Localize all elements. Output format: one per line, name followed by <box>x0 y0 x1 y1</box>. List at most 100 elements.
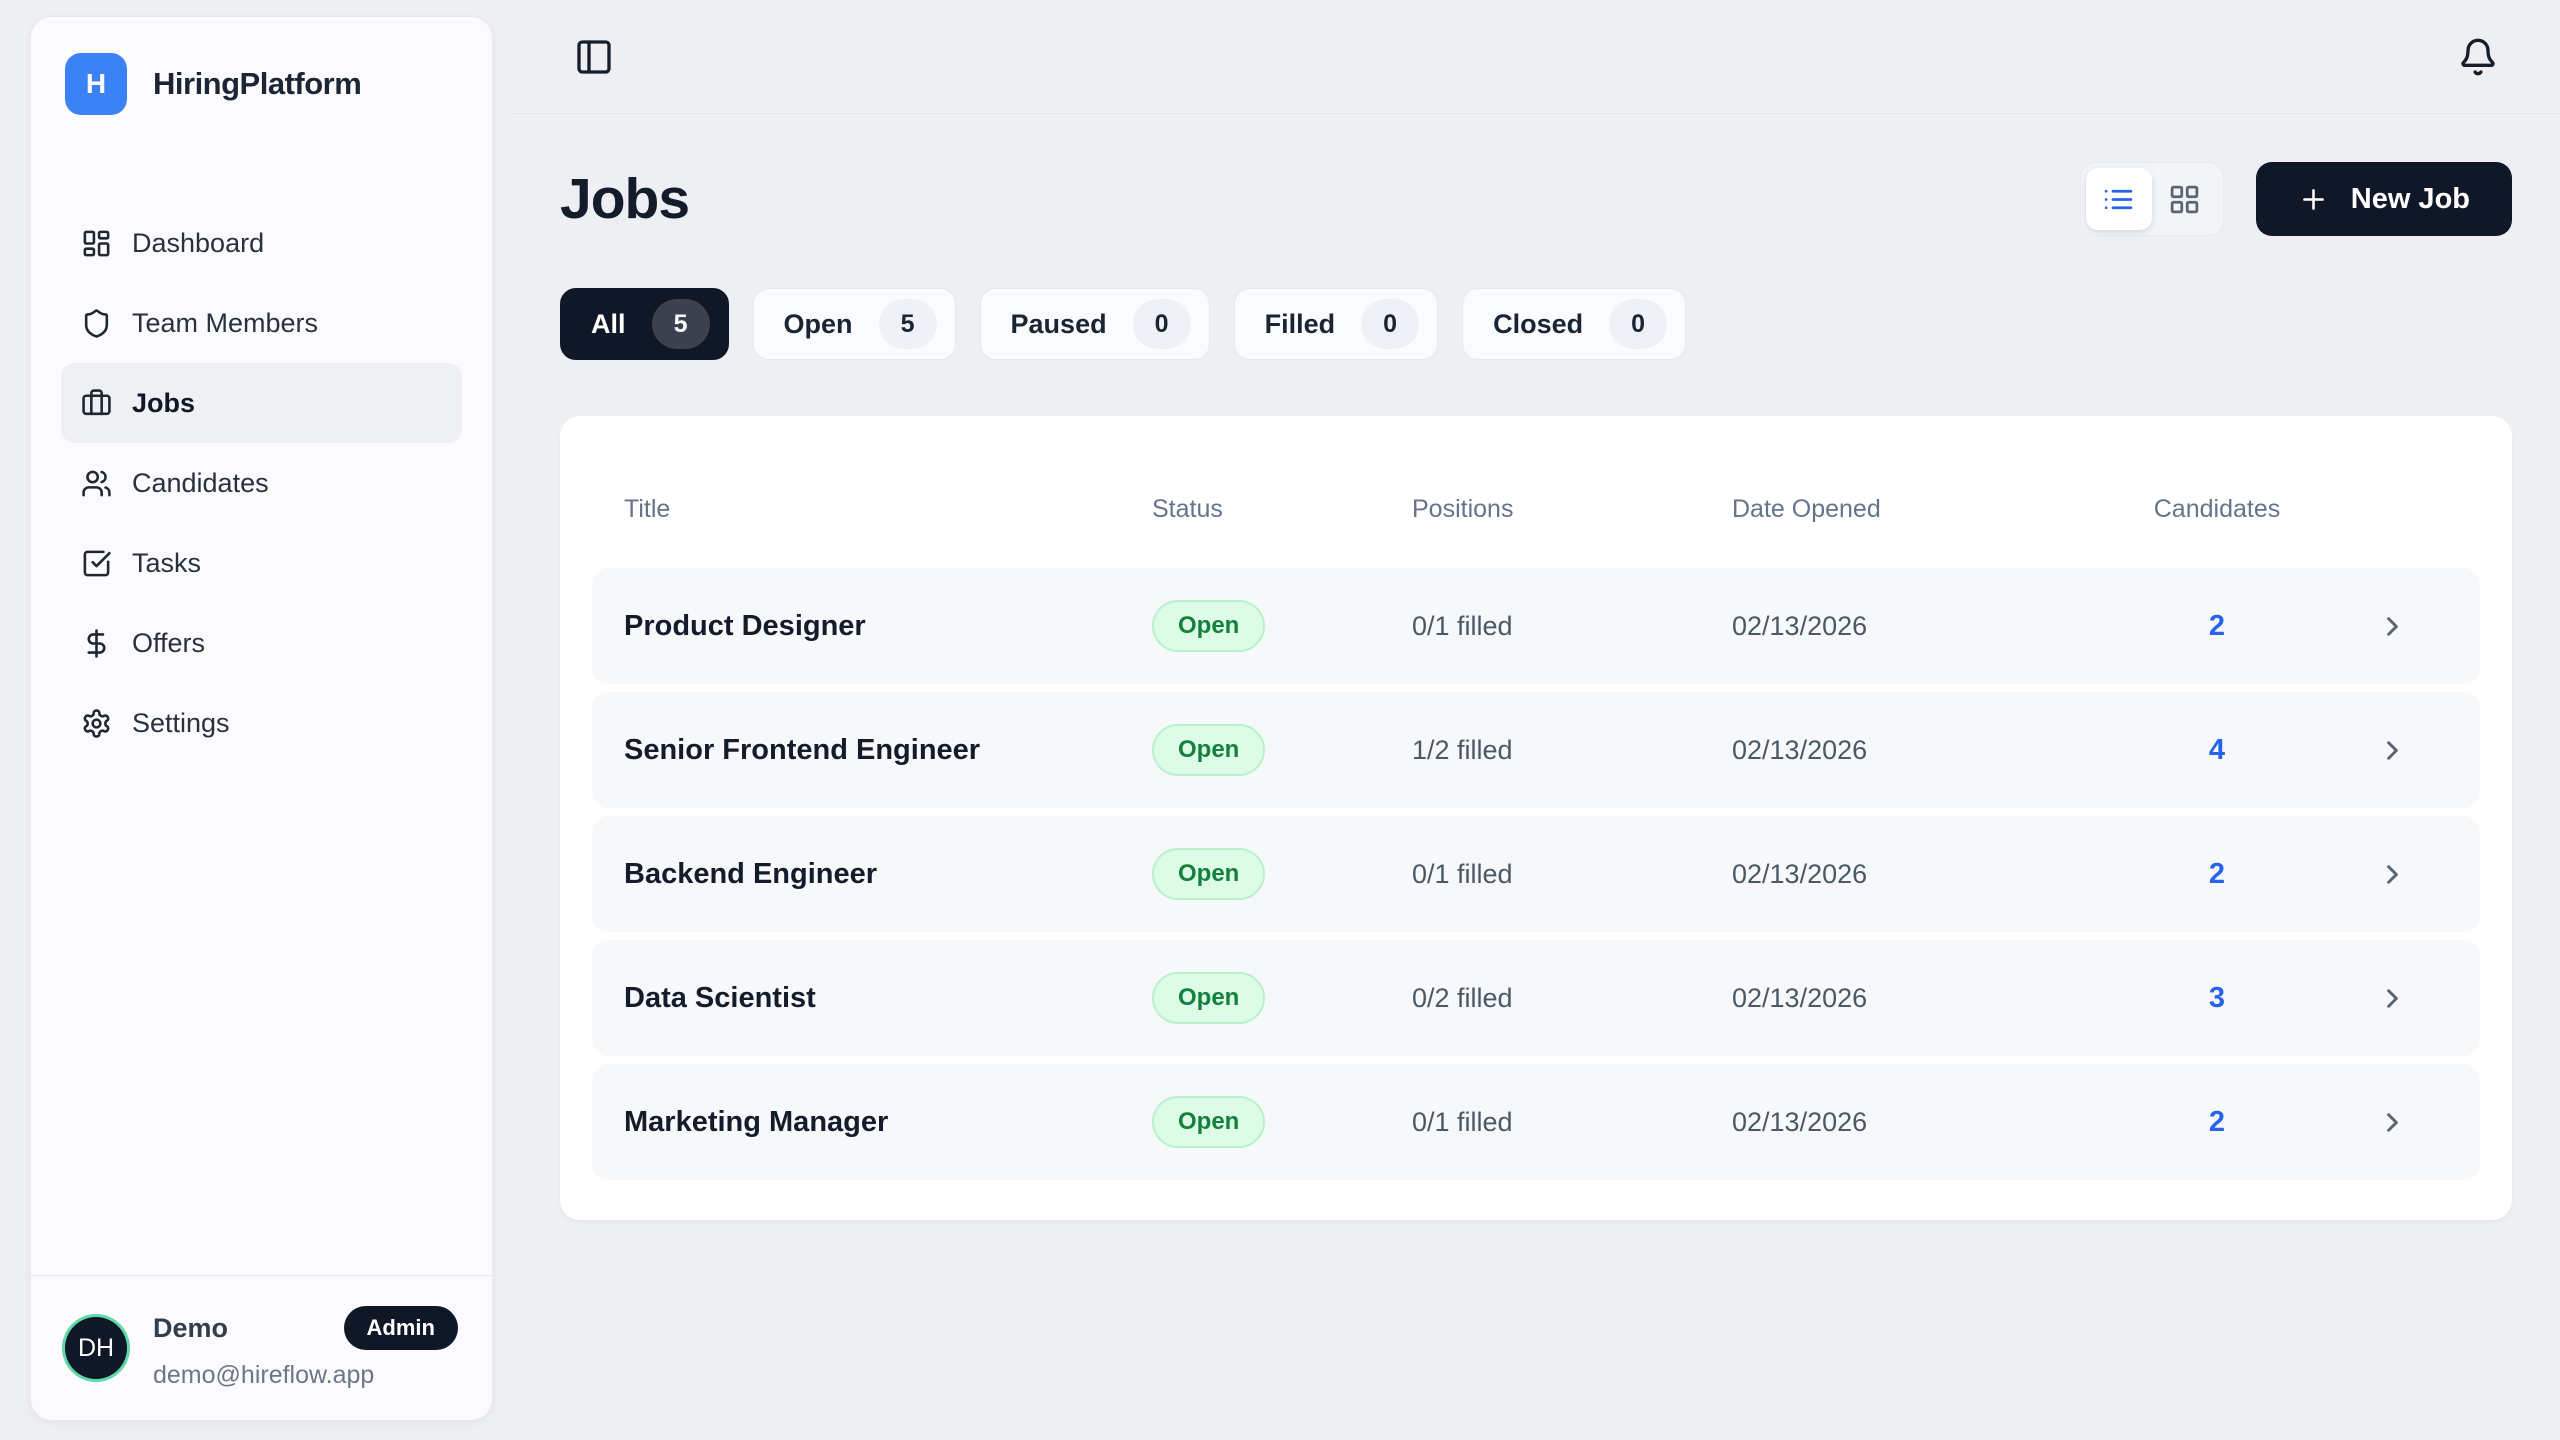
filter-count-badge: 0 <box>1609 299 1668 349</box>
jobs-table-card: Title Status Positions Date Opened Candi… <box>560 416 2512 1220</box>
table-row[interactable]: Backend Engineer Open 0/1 filled 02/13/2… <box>592 816 2480 932</box>
column-header-date-opened: Date Opened <box>1732 494 1881 523</box>
sidebar-toggle-button[interactable] <box>574 37 614 77</box>
sidebar-item-candidates[interactable]: Candidates <box>61 443 462 523</box>
check-square-icon <box>81 548 112 579</box>
main-area: Jobs New Job <box>512 0 2560 1440</box>
sidebar-nav: Dashboard Team Members Jobs Candidates <box>31 203 492 763</box>
sidebar-item-label: Candidates <box>132 467 269 498</box>
job-date-opened: 02/13/2026 <box>1732 982 1868 1013</box>
topbar <box>512 0 2560 114</box>
brand-logo-letter: H <box>85 68 107 99</box>
filter-tab-paused[interactable]: Paused 0 <box>979 288 1210 360</box>
grid-view-button[interactable] <box>2152 168 2218 230</box>
filter-count-badge: 5 <box>878 299 937 349</box>
sidebar-item-label: Settings <box>132 707 230 738</box>
column-header-positions: Positions <box>1412 494 1514 523</box>
status-filters: All 5 Open 5 Paused 0 Filled 0 Closed <box>560 288 2512 360</box>
filter-tab-open[interactable]: Open 5 <box>752 288 956 360</box>
status-badge: Open <box>1152 1096 1266 1148</box>
chevron-right-icon <box>2387 1112 2398 1132</box>
dollar-icon <box>81 628 112 659</box>
user-meta: Demo Admin demo@hireflow.app <box>153 1306 458 1390</box>
job-positions: 1/2 filled <box>1412 734 1513 765</box>
filter-label: Paused <box>1010 308 1107 339</box>
status-badge: Open <box>1152 724 1266 776</box>
filter-tab-filled[interactable]: Filled 0 <box>1233 288 1439 360</box>
user-section[interactable]: DH Demo Admin demo@hireflow.app <box>31 1275 492 1420</box>
brand-name: HiringPlatform <box>153 66 362 101</box>
column-header-status: Status <box>1152 494 1223 523</box>
chevron-right-icon <box>2387 616 2398 636</box>
plus-icon <box>2302 188 2324 210</box>
sidebar-item-label: Tasks <box>132 547 202 578</box>
job-title: Data Scientist <box>624 981 816 1014</box>
job-candidates-count: 2 <box>2208 609 2226 642</box>
job-date-opened: 02/13/2026 <box>1732 1106 1868 1137</box>
job-candidates-count: 2 <box>2208 857 2226 890</box>
panel-left-icon <box>577 39 611 74</box>
job-date-opened: 02/13/2026 <box>1732 734 1868 765</box>
column-header-title: Title <box>624 494 671 523</box>
list-view-button[interactable] <box>2085 168 2152 230</box>
job-candidates-count: 3 <box>2208 981 2226 1014</box>
filter-label: Open <box>783 308 853 339</box>
sidebar-item-dashboard[interactable]: Dashboard <box>61 203 462 283</box>
brand-logo: H <box>65 53 127 115</box>
new-job-label: New Job <box>2350 182 2470 215</box>
page-content: Jobs New Job <box>512 162 2560 1220</box>
notifications-button[interactable] <box>2458 37 2498 77</box>
sidebar-item-label: Dashboard <box>132 227 265 258</box>
grid-icon <box>2171 185 2199 213</box>
new-job-button[interactable]: New Job <box>2255 162 2512 236</box>
filter-label: Filled <box>1264 308 1336 339</box>
job-candidates-count: 4 <box>2208 733 2226 766</box>
chevron-right-icon <box>2387 988 2398 1008</box>
filter-tab-all[interactable]: All 5 <box>560 288 729 360</box>
avatar: DH <box>65 1317 127 1379</box>
job-title: Product Designer <box>624 609 866 642</box>
bell-icon <box>2461 38 2495 75</box>
user-name: Demo <box>153 1312 229 1343</box>
table-row[interactable]: Product Designer Open 0/1 filled 02/13/2… <box>592 568 2480 684</box>
table-row[interactable]: Data Scientist Open 0/2 filled 02/13/202… <box>592 940 2480 1056</box>
shield-icon <box>81 308 112 339</box>
sidebar-item-offers[interactable]: Offers <box>61 603 462 683</box>
job-positions: 0/1 filled <box>1412 858 1513 889</box>
dashboard-icon <box>81 228 112 259</box>
gear-icon <box>81 708 112 739</box>
job-date-opened: 02/13/2026 <box>1732 610 1868 641</box>
job-positions: 0/1 filled <box>1412 1106 1513 1137</box>
column-header-candidates: Candidates <box>2153 494 2281 523</box>
user-email: demo@hireflow.app <box>153 1361 375 1389</box>
sidebar-item-jobs[interactable]: Jobs <box>61 363 462 443</box>
job-title: Backend Engineer <box>624 857 878 890</box>
table-header: Title Status Positions Date Opened Candi… <box>592 450 2480 568</box>
page-header: Jobs New Job <box>560 162 2512 236</box>
table-row[interactable]: Senior Frontend Engineer Open 1/2 filled… <box>592 692 2480 808</box>
table-row[interactable]: Marketing Manager Open 0/1 filled 02/13/… <box>592 1064 2480 1180</box>
sidebar-item-label: Jobs <box>132 387 196 418</box>
users-icon <box>81 468 112 499</box>
chevron-right-icon <box>2387 864 2398 884</box>
brand: H HiringPlatform <box>31 17 492 115</box>
job-candidates-count: 2 <box>2208 1105 2226 1138</box>
sidebar-item-team-members[interactable]: Team Members <box>61 283 462 363</box>
filter-count-badge: 0 <box>1132 299 1191 349</box>
briefcase-icon <box>81 388 112 419</box>
filter-label: All <box>591 308 626 339</box>
sidebar-item-settings[interactable]: Settings <box>61 683 462 763</box>
filter-tab-closed[interactable]: Closed 0 <box>1462 288 1687 360</box>
job-title: Marketing Manager <box>624 1105 889 1138</box>
job-title: Senior Frontend Engineer <box>624 733 981 766</box>
job-positions: 0/1 filled <box>1412 610 1513 641</box>
filter-count-badge: 5 <box>651 299 710 349</box>
view-toggle <box>2079 162 2224 236</box>
role-badge: Admin <box>343 1306 458 1350</box>
status-badge: Open <box>1152 600 1266 652</box>
chevron-right-icon <box>2387 740 2398 760</box>
header-actions: New Job <box>2079 162 2512 236</box>
sidebar-item-tasks[interactable]: Tasks <box>61 523 462 603</box>
status-badge: Open <box>1152 972 1266 1024</box>
